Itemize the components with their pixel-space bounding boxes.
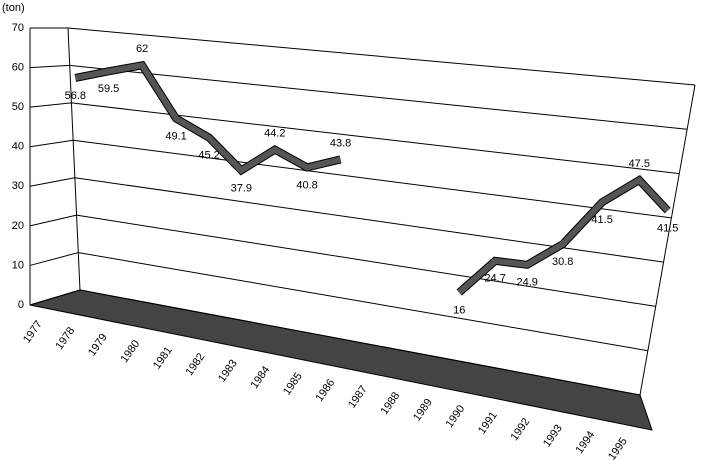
data-label: 24.7 <box>484 273 505 285</box>
x-tick-label: 1995 <box>606 436 630 460</box>
x-tick-label: 1986 <box>313 377 337 404</box>
grid-line-side <box>29 64 70 69</box>
y-tick-label: 60 <box>12 61 24 73</box>
y-tick-label: 30 <box>12 180 24 192</box>
data-label: 56.8 <box>65 90 86 102</box>
grid-line-side <box>29 177 75 187</box>
x-tick-label: 1992 <box>508 416 532 443</box>
back-left-edge <box>67 27 81 291</box>
data-label: 44.2 <box>264 128 285 140</box>
data-label: 62 <box>136 43 148 55</box>
x-tick-label: 1991 <box>476 410 500 437</box>
grid-line <box>69 64 688 130</box>
x-tick-label: 1983 <box>216 358 240 385</box>
x-tick-label: 1978 <box>53 325 77 352</box>
x-tick-label: 1987 <box>346 384 370 411</box>
grid-line <box>76 214 656 307</box>
grid-line <box>71 102 680 175</box>
grid-line <box>79 289 641 396</box>
back-right-edge <box>639 84 696 396</box>
data-label: 45.2 <box>198 150 219 162</box>
line <box>457 176 670 295</box>
x-tick-label: 1982 <box>183 351 207 378</box>
grid-line <box>67 27 696 86</box>
data-label: 37.9 <box>231 182 252 194</box>
data-label: 49.1 <box>165 130 186 142</box>
data-label: 41.5 <box>591 214 612 226</box>
y-tick-label: 50 <box>12 101 24 113</box>
data-label: 43.8 <box>330 137 351 149</box>
grid-line <box>78 252 648 352</box>
grid-line-side <box>29 214 77 227</box>
x-tick-label: 1981 <box>151 345 175 372</box>
data-label: 16 <box>453 304 465 316</box>
y-tick-label: 40 <box>12 141 24 153</box>
y-tick-label: 0 <box>18 299 24 311</box>
grid-line-side <box>29 289 81 306</box>
x-tick-label: 1994 <box>573 429 597 456</box>
data-label: 30.8 <box>552 256 573 268</box>
y-tick-label: 70 <box>12 22 24 34</box>
data-label: 40.8 <box>296 179 317 191</box>
line <box>74 61 342 175</box>
x-tick-label: 1990 <box>443 403 467 430</box>
grid-line-side <box>29 139 74 148</box>
data-label: 41.5 <box>657 222 678 234</box>
grid-line <box>73 139 672 219</box>
x-tick-label: 1980 <box>118 338 142 365</box>
data-label: 24.9 <box>516 277 537 289</box>
x-tick-label: 1979 <box>86 332 110 359</box>
data-label: 59.5 <box>98 83 119 95</box>
grid-line-side <box>29 252 79 266</box>
x-tick-label: 1985 <box>281 371 305 398</box>
x-tick-label: 1988 <box>378 390 402 417</box>
data-label: 47.5 <box>629 158 650 170</box>
x-tick-label: 1977 <box>21 319 45 346</box>
y-axis-label: (ton) <box>2 2 25 14</box>
y-tick-label: 10 <box>12 259 24 271</box>
x-tick-label: 1993 <box>541 423 565 450</box>
grid-line <box>74 177 664 263</box>
grid-line-side <box>29 102 72 108</box>
x-tick-label: 1984 <box>248 364 272 391</box>
y-tick-label: 20 <box>12 220 24 232</box>
x-tick-label: 1989 <box>411 397 435 424</box>
